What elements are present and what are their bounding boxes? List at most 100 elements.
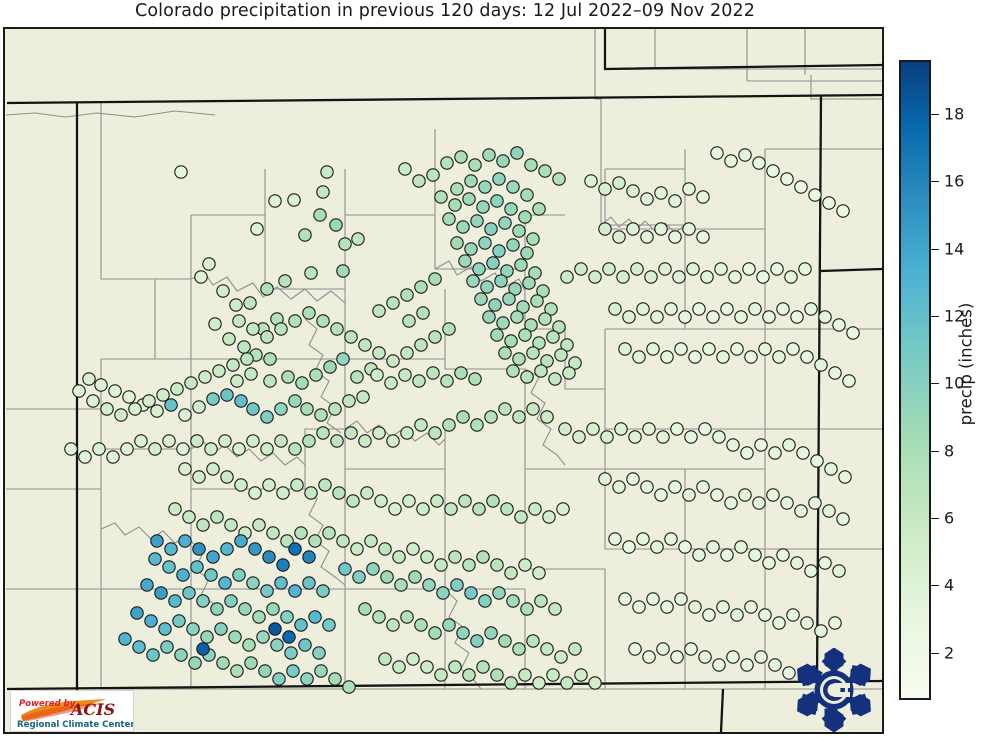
station-marker[interactable] [656, 430, 670, 444]
station-marker[interactable] [632, 350, 646, 364]
station-marker[interactable] [602, 262, 616, 276]
station-marker[interactable] [518, 668, 532, 682]
station-marker[interactable] [462, 668, 476, 682]
station-marker[interactable] [408, 570, 422, 584]
station-marker[interactable] [706, 310, 720, 324]
station-marker[interactable] [266, 526, 280, 540]
station-marker[interactable] [384, 376, 398, 390]
station-marker[interactable] [838, 470, 852, 484]
station-marker[interactable] [706, 540, 720, 554]
station-marker[interactable] [842, 374, 856, 388]
station-marker[interactable] [574, 262, 588, 276]
station-marker[interactable] [316, 314, 330, 328]
station-marker[interactable] [560, 676, 574, 690]
station-marker[interactable] [274, 434, 288, 448]
station-marker[interactable] [252, 518, 266, 532]
station-marker[interactable] [174, 165, 188, 179]
station-marker[interactable] [726, 438, 740, 452]
station-marker[interactable] [628, 642, 642, 656]
station-marker[interactable] [328, 672, 342, 686]
station-marker[interactable] [548, 372, 562, 386]
station-marker[interactable] [640, 480, 654, 494]
station-marker[interactable] [670, 422, 684, 436]
station-marker[interactable] [450, 578, 464, 592]
station-marker[interactable] [532, 676, 546, 690]
station-marker[interactable] [442, 212, 456, 226]
station-marker[interactable] [128, 402, 142, 416]
station-marker[interactable] [738, 488, 752, 502]
station-marker[interactable] [450, 182, 464, 196]
station-marker[interactable] [484, 626, 498, 640]
station-marker[interactable] [476, 200, 490, 214]
station-marker[interactable] [474, 292, 488, 306]
station-marker[interactable] [448, 660, 462, 674]
station-marker[interactable] [280, 610, 294, 624]
station-marker[interactable] [290, 478, 304, 492]
station-marker[interactable] [216, 284, 230, 298]
station-marker[interactable] [192, 470, 206, 484]
station-marker[interactable] [512, 352, 526, 366]
station-marker[interactable] [158, 622, 172, 636]
station-marker[interactable] [794, 180, 808, 194]
station-marker[interactable] [486, 256, 500, 270]
station-marker[interactable] [724, 496, 738, 510]
station-marker[interactable] [612, 176, 626, 190]
station-marker[interactable] [470, 634, 484, 648]
station-marker[interactable] [360, 486, 374, 500]
station-marker[interactable] [78, 450, 92, 464]
station-marker[interactable] [260, 584, 274, 598]
station-marker[interactable] [808, 188, 822, 202]
station-marker[interactable] [412, 374, 426, 388]
station-marker[interactable] [512, 410, 526, 424]
station-marker[interactable] [198, 370, 212, 384]
station-marker[interactable] [464, 242, 478, 256]
station-marker[interactable] [286, 664, 300, 678]
station-marker[interactable] [243, 296, 257, 310]
station-marker[interactable] [766, 488, 780, 502]
station-marker[interactable] [190, 434, 204, 448]
acis-logo[interactable]: Powered by ACIS Regional Climate Centers [10, 690, 134, 732]
station-marker[interactable] [378, 652, 392, 666]
station-marker[interactable] [540, 642, 554, 656]
station-marker[interactable] [366, 562, 380, 576]
station-marker[interactable] [468, 158, 482, 172]
station-marker[interactable] [532, 336, 546, 350]
station-marker[interactable] [568, 356, 582, 370]
station-marker[interactable] [162, 434, 176, 448]
station-marker[interactable] [612, 230, 626, 244]
station-marker[interactable] [642, 650, 656, 664]
station-marker[interactable] [738, 148, 752, 162]
station-marker[interactable] [522, 276, 536, 290]
station-marker[interactable] [434, 190, 448, 204]
station-marker[interactable] [316, 185, 330, 199]
station-marker[interactable] [318, 478, 332, 492]
station-marker[interactable] [420, 660, 434, 674]
station-marker[interactable] [632, 600, 646, 614]
station-marker[interactable] [454, 366, 468, 380]
station-marker[interactable] [150, 534, 164, 548]
station-marker[interactable] [554, 650, 568, 664]
station-marker[interactable] [336, 534, 350, 548]
station-marker[interactable] [240, 352, 254, 366]
station-marker[interactable] [400, 288, 414, 302]
map-canvas[interactable] [3, 27, 884, 734]
station-marker[interactable] [646, 592, 660, 606]
station-marker[interactable] [200, 630, 214, 644]
station-marker[interactable] [516, 300, 530, 314]
station-marker[interactable] [544, 302, 558, 316]
station-marker[interactable] [344, 330, 358, 344]
station-marker[interactable] [734, 540, 748, 554]
station-marker[interactable] [422, 578, 436, 592]
station-marker[interactable] [600, 430, 614, 444]
station-marker[interactable] [780, 172, 794, 186]
station-marker[interactable] [818, 310, 832, 324]
station-marker[interactable] [526, 402, 540, 416]
station-marker[interactable] [274, 402, 288, 416]
station-marker[interactable] [192, 400, 206, 414]
station-marker[interactable] [468, 372, 482, 386]
station-marker[interactable] [560, 338, 574, 352]
station-marker[interactable] [234, 478, 248, 492]
station-marker[interactable] [204, 442, 218, 456]
station-marker[interactable] [492, 586, 506, 600]
station-marker[interactable] [710, 488, 724, 502]
